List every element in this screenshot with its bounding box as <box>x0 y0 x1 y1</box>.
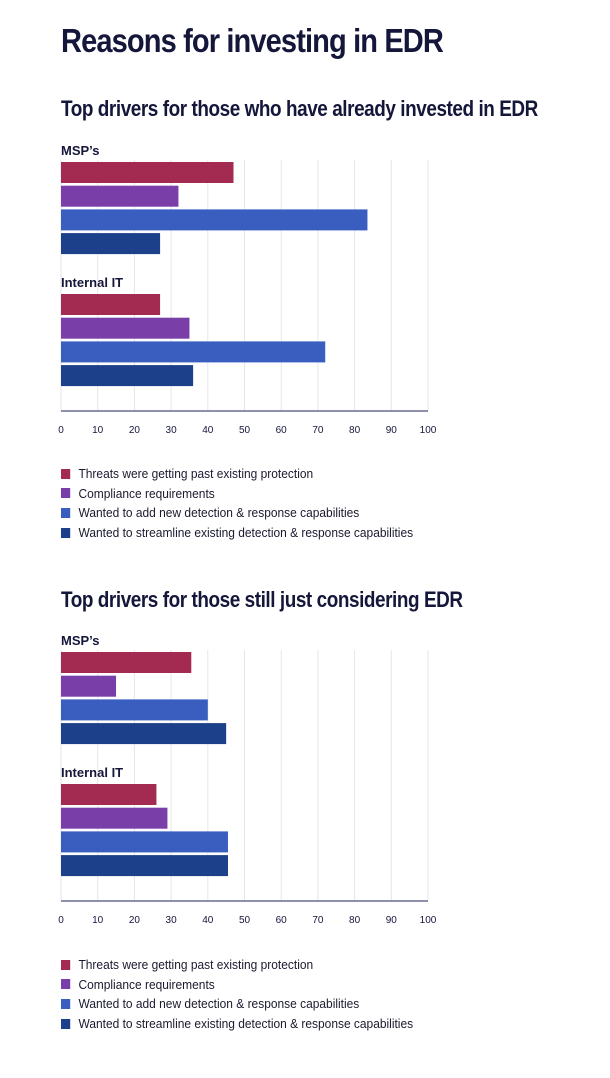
legend-item: Compliance requirements <box>61 975 413 995</box>
legend-item: Threats were getting past existing prote… <box>61 955 413 975</box>
bar <box>61 784 157 805</box>
legend-label: Compliance requirements <box>78 485 215 501</box>
x-tick-label: 90 <box>386 915 398 926</box>
legend-item: Wanted to streamline existing detection … <box>61 1014 413 1034</box>
legend-label: Compliance requirements <box>78 976 215 992</box>
chart-2-title: Top drivers for those still just conside… <box>61 587 463 612</box>
bar <box>61 365 194 387</box>
bar <box>61 341 326 363</box>
bar <box>61 699 208 721</box>
bar <box>61 185 179 207</box>
bar <box>61 855 228 877</box>
legend-label: Threats were getting past existing prote… <box>78 466 314 482</box>
bar <box>61 723 227 745</box>
legend-swatch <box>61 468 71 479</box>
x-tick-label: 20 <box>129 425 141 436</box>
x-tick-label: 70 <box>312 915 324 926</box>
x-tick-label: 60 <box>276 425 288 436</box>
bar <box>61 652 192 673</box>
x-tick-label: 10 <box>92 915 104 926</box>
x-tick-label: 10 <box>92 425 104 436</box>
legend-swatch <box>61 998 71 1009</box>
legend-swatch <box>61 488 71 499</box>
x-tick-label: 30 <box>166 915 178 926</box>
chart-1: 0 10 20 30 40 50 60 70 80 90 100 MSP’s Internal IT <box>58 143 437 436</box>
x-tick-label: 100 <box>420 425 437 436</box>
legend-swatch <box>61 959 71 970</box>
legend-label: Wanted to add new detection & response c… <box>78 505 360 521</box>
x-tick-label: 80 <box>349 425 361 436</box>
legend-swatch <box>61 507 71 518</box>
x-tick-label: 40 <box>202 915 214 926</box>
page-title: Reasons for investing in EDR <box>61 22 444 59</box>
bar <box>61 807 168 829</box>
bar <box>61 162 234 183</box>
x-tick-label: 50 <box>239 915 251 926</box>
bar <box>61 675 117 697</box>
x-tick-label: 90 <box>386 425 398 436</box>
chart-2: 0 10 20 30 40 50 60 70 80 90 100 MSP’s Internal IT <box>58 633 437 926</box>
x-tick-label: 30 <box>166 425 178 436</box>
group-label: Internal IT <box>61 275 123 290</box>
legend-label: Threats were getting past existing prote… <box>78 957 314 973</box>
x-tick-label: 0 <box>58 425 64 436</box>
chart-1-legend: Threats were getting past existing prote… <box>61 464 444 542</box>
x-tick-label: 60 <box>276 915 288 926</box>
bar <box>61 209 368 231</box>
group-label: MSP’s <box>61 633 100 648</box>
x-tick-label: 0 <box>58 915 64 926</box>
x-tick-label: 50 <box>239 425 251 436</box>
legend-label: Wanted to streamline existing detection … <box>78 1016 414 1032</box>
x-tick-label: 80 <box>349 915 361 926</box>
bar <box>61 233 161 255</box>
legend-label: Wanted to streamline existing detection … <box>78 525 414 541</box>
legend-item: Compliance requirements <box>61 484 413 504</box>
legend-swatch <box>61 979 71 990</box>
legend-item: Threats were getting past existing prote… <box>61 464 413 484</box>
legend-item: Wanted to streamline existing detection … <box>61 523 413 543</box>
group-label: MSP’s <box>61 143 100 158</box>
chart-2-legend: Threats were getting past existing prote… <box>61 955 444 1033</box>
legend-item: Wanted to add new detection & response c… <box>61 994 413 1014</box>
x-tick-label: 20 <box>129 915 141 926</box>
bar <box>61 317 190 339</box>
chart-1-title: Top drivers for those who have already i… <box>61 96 538 121</box>
x-tick-label: 40 <box>202 425 214 436</box>
x-tick-label: 100 <box>420 915 437 926</box>
x-tick-label: 70 <box>312 425 324 436</box>
legend-swatch <box>61 1018 71 1029</box>
legend-item: Wanted to add new detection & response c… <box>61 503 413 523</box>
group-label: Internal IT <box>61 765 123 780</box>
legend-label: Wanted to add new detection & response c… <box>78 996 360 1012</box>
bar <box>61 831 228 853</box>
bar <box>61 294 161 315</box>
legend-swatch <box>61 527 71 538</box>
